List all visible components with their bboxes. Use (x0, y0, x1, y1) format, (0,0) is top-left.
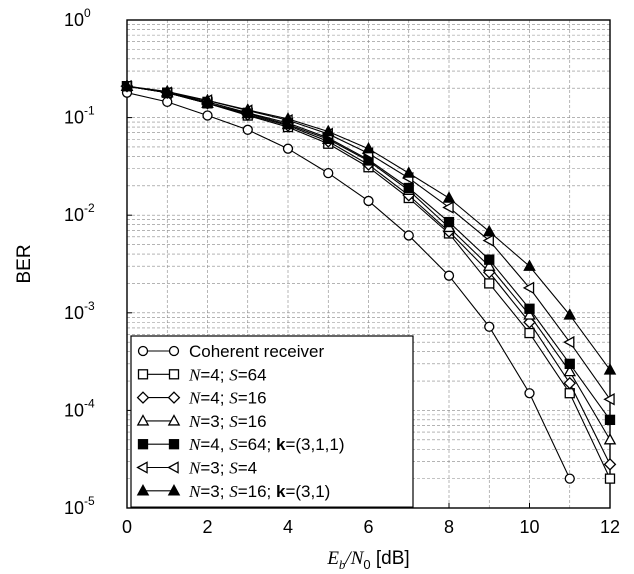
data-point (241, 103, 255, 115)
data-point (522, 281, 535, 295)
y-tick-label: 10-4 (64, 396, 95, 420)
legend-entry: N=3; S=16; k=(3,1) (136, 482, 330, 501)
data-point (603, 433, 617, 445)
legend-label: N=4; S=16 (188, 389, 267, 408)
data-point (281, 112, 295, 124)
data-point (524, 327, 535, 339)
legend-marker (136, 414, 150, 426)
data-point (603, 393, 615, 406)
data-point (563, 376, 577, 390)
data-point (484, 321, 495, 332)
legend-marker (168, 345, 180, 357)
data-point (564, 358, 575, 369)
legend-marker (168, 369, 180, 380)
data-point (563, 308, 577, 320)
data-point (482, 234, 494, 247)
series-7 (120, 79, 617, 375)
legend-marker (137, 439, 149, 450)
data-point (484, 278, 495, 289)
legend-entry: N=4; S=16 (136, 389, 267, 408)
data-point (403, 182, 414, 194)
x-tick-label: 6 (363, 517, 373, 537)
legend-label: N=4, S=64; k=(3,1,1) (188, 435, 345, 454)
series-layer (120, 79, 617, 484)
axis-ticks: 0 2 4 6 8 10 12 100 10-1 10-2 10-3 10-4 10-5 (64, 6, 620, 537)
series-1 (121, 87, 575, 484)
legend: Coherent receiver N=4; S=64 N=4; S=16 N=3; … (130, 335, 414, 508)
x-tick-label: 4 (283, 517, 293, 537)
legend-entry: N=4; S=64 (137, 365, 267, 384)
data-point (120, 79, 134, 91)
data-point (484, 254, 495, 265)
data-point (443, 216, 455, 228)
x-tick-label: 12 (600, 517, 620, 537)
legend-marker (167, 461, 179, 474)
legend-marker (136, 484, 150, 496)
legend-label: Coherent receiver (189, 342, 324, 361)
data-point (323, 167, 334, 179)
legend-marker (137, 369, 149, 380)
data-point (282, 143, 294, 154)
data-point (363, 195, 374, 207)
data-point (604, 473, 616, 484)
data-point (443, 270, 455, 281)
data-point (603, 363, 617, 375)
data-point (482, 224, 496, 237)
series-line (126, 92, 571, 479)
data-point (564, 473, 575, 484)
legend-label: N=3; S=16 (188, 412, 267, 431)
data-point (242, 124, 253, 135)
legend-marker (167, 484, 181, 496)
data-point (523, 308, 536, 320)
data-point (603, 458, 617, 471)
data-point (362, 141, 375, 154)
data-point (202, 110, 213, 121)
x-tick-label: 8 (444, 517, 454, 537)
legend-entry: N=3; S=4 (136, 459, 257, 478)
data-point (482, 259, 496, 271)
data-point (563, 364, 577, 377)
legend-marker (136, 391, 150, 404)
legend-label: N=4; S=64 (188, 365, 267, 384)
legend-entry: Coherent receiver (137, 342, 324, 361)
data-point (201, 93, 214, 106)
legend-label: N=3; S=4 (188, 459, 257, 478)
y-axis-label: BER (14, 244, 35, 283)
y-tick-label: 10-1 (64, 104, 95, 128)
data-point (403, 230, 414, 241)
data-point (524, 388, 535, 399)
data-point (442, 191, 456, 203)
x-axis-label: Eb/N0 [dB] (326, 548, 409, 572)
data-point (523, 259, 536, 271)
legend-marker (167, 391, 181, 404)
x-tick-label: 2 (202, 517, 212, 537)
legend-entry: N=4, S=64; k=(3,1,1) (137, 435, 345, 454)
legend-label: N=3; S=16; k=(3,1) (188, 482, 330, 501)
y-tick-label: 100 (64, 6, 91, 30)
x-tick-label: 0 (122, 517, 132, 537)
legend-marker (167, 414, 181, 426)
y-tick-label: 10-5 (64, 494, 95, 518)
y-tick-label: 10-2 (64, 201, 95, 225)
legend-marker (137, 345, 149, 357)
data-point (524, 303, 535, 314)
data-point (402, 166, 416, 178)
data-point (442, 201, 454, 214)
data-point (160, 84, 174, 97)
data-point (604, 414, 616, 426)
data-point (562, 335, 575, 349)
y-tick-label: 10-3 (64, 299, 95, 323)
legend-marker (168, 439, 180, 450)
x-tick-label: 10 (519, 517, 539, 537)
legend-marker (136, 461, 148, 474)
data-point (321, 124, 335, 137)
legend-entry: N=3; S=16 (136, 412, 267, 431)
